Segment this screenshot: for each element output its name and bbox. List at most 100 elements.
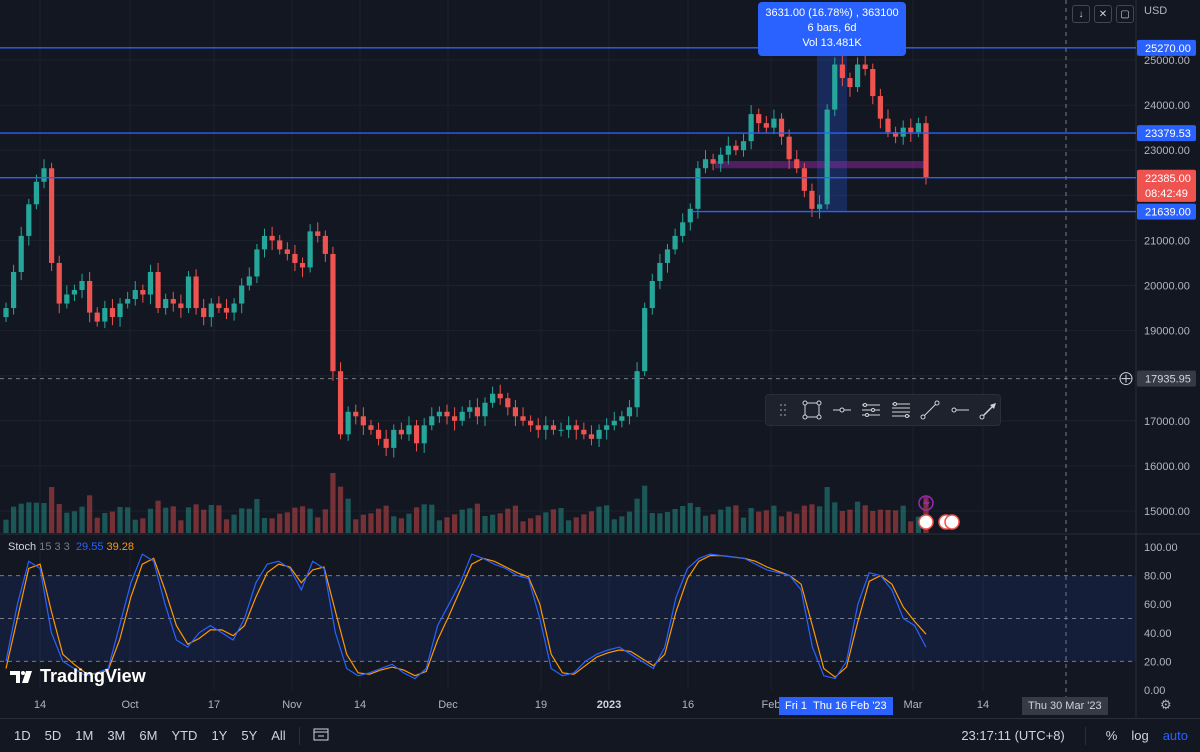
volume-bar [626, 511, 633, 533]
candle-body [611, 420, 617, 426]
volume-bar [223, 519, 230, 533]
volume-bar [109, 511, 116, 533]
volume-bar [672, 509, 678, 533]
range-ytd[interactable]: YTD [171, 728, 198, 743]
candle-body [535, 425, 541, 430]
volume-bar [771, 505, 777, 533]
clock[interactable]: 23:17:11 (UTC+8) [961, 728, 1065, 743]
log-toggle[interactable]: log [1131, 728, 1149, 743]
volume-bar [231, 514, 237, 533]
candle-body [307, 231, 313, 268]
candle-body [915, 123, 921, 133]
volume-bar [94, 517, 100, 533]
measure-line3: Vol 13.481K [802, 37, 862, 49]
drag-handle-icon[interactable] [772, 399, 794, 421]
horizontal-ray-icon[interactable] [831, 399, 853, 421]
volume-bar [854, 501, 861, 533]
arrow-tool-icon[interactable] [979, 399, 1001, 421]
candle-body [3, 308, 9, 318]
tradingview-logo[interactable]: TradingView [10, 666, 146, 687]
volume-bar [216, 505, 222, 533]
volume-bar [756, 511, 762, 533]
volume-bar [246, 508, 252, 533]
volume-bar [505, 508, 511, 533]
volume-bar [512, 505, 519, 533]
volume-bar [292, 507, 298, 533]
percent-toggle[interactable]: % [1105, 728, 1118, 743]
volume-bar [284, 512, 290, 533]
volume-bar [520, 521, 526, 533]
goto-date-icon[interactable] [306, 727, 336, 744]
range-all[interactable]: All [271, 728, 286, 743]
currency-label[interactable]: USD [1144, 5, 1168, 17]
stoch-legend[interactable]: Stoch 15 3 3 29.55 39.28 [8, 541, 134, 553]
time-tick-label: Dec [438, 699, 458, 711]
volume-bar [307, 508, 313, 533]
maximize-icon[interactable]: ▢ [1116, 5, 1134, 23]
candle-body [64, 294, 70, 304]
volume-bar [398, 518, 404, 533]
crosshair-label: 17935.95 [1145, 374, 1191, 386]
rectangle-tool-icon[interactable] [802, 399, 824, 421]
us-flag-event-icon [944, 514, 960, 530]
stoch-tick-label: 0.00 [1144, 685, 1165, 697]
candle-body [216, 303, 222, 309]
auto-toggle[interactable]: auto [1162, 728, 1188, 743]
price-axis: 15000.0016000.0017000.0018000.0019000.00… [1119, 39, 1196, 697]
candle-body [41, 168, 47, 182]
candle-body [261, 235, 268, 250]
candle-body [649, 280, 655, 309]
candle-body [604, 425, 610, 430]
volume-bar [786, 511, 792, 533]
range-1d[interactable]: 1D [14, 728, 31, 743]
candle-body [908, 127, 914, 133]
volume-bar [322, 509, 328, 533]
fib-levels-icon[interactable] [890, 399, 912, 421]
volume-bar [862, 505, 868, 533]
settings-gear-icon[interactable]: ⚙ [1160, 697, 1172, 712]
candles [3, 55, 929, 458]
volume-bar [664, 512, 671, 533]
time-tick-label: 14 [34, 699, 46, 711]
level-badge [1137, 39, 1196, 56]
volume-bar [740, 517, 747, 533]
arrow-down-icon[interactable]: ↓ [1072, 5, 1090, 23]
range-5y[interactable]: 5Y [241, 728, 258, 743]
measure-tooltip: 3631.00 (16.78%) , 363100 6 bars, 6d Vol… [758, 2, 906, 56]
volume-bar [474, 503, 481, 533]
candle-body [588, 434, 595, 439]
volume-bar [915, 516, 921, 533]
bottom-right-controls: 23:17:11 (UTC+8) % log auto [961, 719, 1188, 752]
candle-body [854, 64, 861, 88]
range-1m[interactable]: 1M [75, 728, 94, 743]
stoch-d-line [5, 555, 927, 678]
range-1y[interactable]: 1Y [211, 728, 228, 743]
candle-body [315, 231, 321, 236]
range-5d[interactable]: 5D [44, 728, 62, 743]
candle-body [847, 78, 853, 88]
candle-body [277, 240, 283, 250]
volume-bar [801, 505, 807, 533]
trend-line-icon[interactable] [920, 399, 942, 421]
range-6m[interactable]: 6M [139, 728, 158, 743]
horizontal-line-icon[interactable] [949, 399, 971, 421]
volume-bar [299, 506, 306, 533]
add-alert-icon[interactable] [1119, 372, 1133, 386]
parallel-channel-icon[interactable] [861, 399, 883, 421]
volume-bar [558, 508, 564, 533]
candle-body [490, 393, 496, 403]
volume-bar [467, 508, 473, 533]
candle-body [756, 114, 762, 124]
range-3m[interactable]: 3M [107, 728, 126, 743]
candle-body [223, 308, 230, 313]
volume-bar [816, 506, 823, 533]
volume-bar [330, 473, 336, 533]
candle-body [794, 159, 800, 169]
candle-body [33, 181, 40, 205]
horizontal-levels [0, 0, 1136, 697]
volume-bar [345, 498, 351, 533]
volume-bar [908, 521, 914, 533]
collapse-icon[interactable]: ✕ [1094, 5, 1112, 23]
level-badge [1137, 203, 1196, 220]
